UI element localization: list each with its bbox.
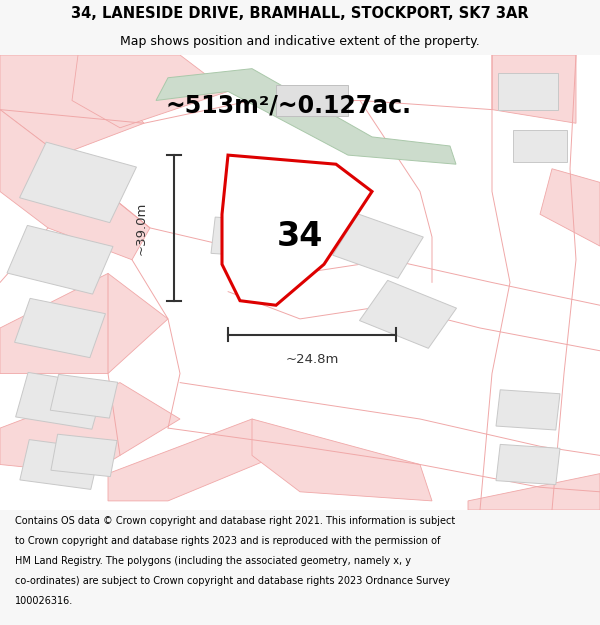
Polygon shape: [276, 84, 348, 116]
Polygon shape: [359, 281, 457, 348]
Polygon shape: [72, 55, 228, 128]
Text: co-ordinates) are subject to Crown copyright and database rights 2023 Ordnance S: co-ordinates) are subject to Crown copyr…: [15, 576, 450, 586]
Polygon shape: [0, 382, 180, 474]
Text: ~39.0m: ~39.0m: [134, 201, 148, 254]
Polygon shape: [20, 439, 100, 489]
Polygon shape: [16, 372, 104, 429]
Polygon shape: [51, 434, 117, 477]
Text: ~24.8m: ~24.8m: [286, 353, 338, 366]
Polygon shape: [0, 55, 144, 155]
Text: Map shows position and indicative extent of the property.: Map shows position and indicative extent…: [120, 35, 480, 48]
Text: HM Land Registry. The polygons (including the associated geometry, namely x, y: HM Land Registry. The polygons (includin…: [15, 556, 411, 566]
Text: 34, LANESIDE DRIVE, BRAMHALL, STOCKPORT, SK7 3AR: 34, LANESIDE DRIVE, BRAMHALL, STOCKPORT,…: [71, 6, 529, 21]
Polygon shape: [14, 298, 106, 358]
Polygon shape: [222, 155, 372, 305]
Polygon shape: [513, 130, 567, 162]
Polygon shape: [0, 109, 150, 260]
Polygon shape: [20, 142, 136, 222]
Polygon shape: [0, 273, 168, 374]
Polygon shape: [468, 474, 600, 510]
Polygon shape: [108, 419, 300, 501]
Text: 34: 34: [277, 221, 323, 254]
Polygon shape: [496, 390, 560, 430]
Polygon shape: [498, 73, 558, 109]
Polygon shape: [496, 444, 560, 484]
Polygon shape: [7, 226, 113, 294]
Polygon shape: [50, 374, 118, 418]
Polygon shape: [332, 214, 424, 278]
Polygon shape: [211, 217, 269, 257]
Polygon shape: [540, 169, 600, 246]
Text: Contains OS data © Crown copyright and database right 2021. This information is : Contains OS data © Crown copyright and d…: [15, 516, 455, 526]
Polygon shape: [492, 55, 576, 123]
Text: ~513m²/~0.127ac.: ~513m²/~0.127ac.: [165, 93, 411, 117]
Polygon shape: [156, 69, 456, 164]
Text: to Crown copyright and database rights 2023 and is reproduced with the permissio: to Crown copyright and database rights 2…: [15, 536, 440, 546]
Text: 100026316.: 100026316.: [15, 596, 73, 606]
Polygon shape: [252, 419, 432, 501]
